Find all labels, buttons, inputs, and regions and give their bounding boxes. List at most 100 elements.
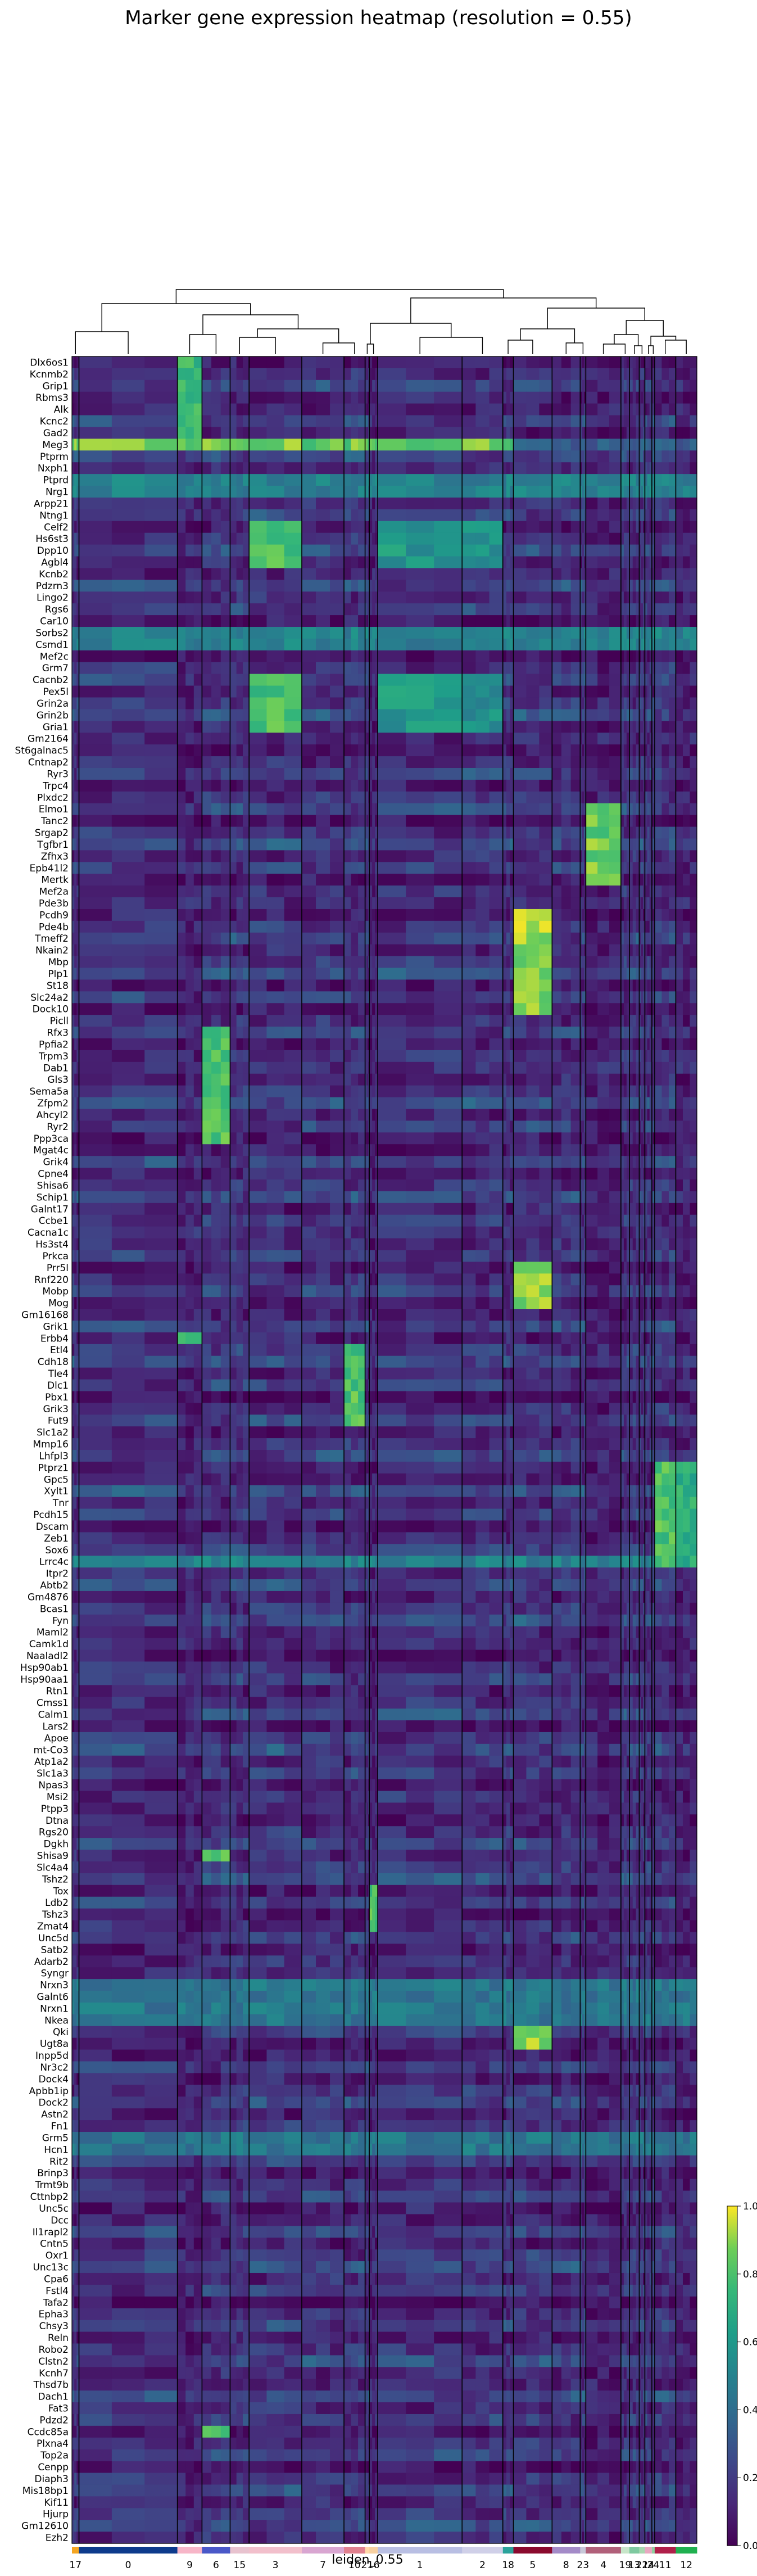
heatmap-cell <box>645 1156 648 1168</box>
heatmap-cell <box>623 379 627 392</box>
heatmap-cell <box>372 497 375 510</box>
heatmap-cell <box>597 885 610 898</box>
heatmap-cell <box>344 1144 352 1156</box>
heatmap-cell <box>629 779 633 792</box>
heatmap-cell <box>202 1156 212 1168</box>
heatmap-cell <box>502 415 507 428</box>
heatmap-cell <box>584 591 586 604</box>
heatmap-cell <box>623 403 627 416</box>
heatmap-cell <box>365 756 367 769</box>
heatmap-cell <box>266 779 285 792</box>
heatmap-cell <box>284 909 302 921</box>
heatmap-cell <box>372 826 375 839</box>
heatmap-cell <box>236 1109 243 1121</box>
heatmap-cell <box>584 944 586 957</box>
heatmap-cell <box>236 968 243 980</box>
heatmap-cell <box>79 944 112 957</box>
heatmap-cell <box>230 1132 237 1145</box>
heatmap-cell <box>643 909 646 921</box>
heatmap-cell <box>552 368 562 381</box>
heatmap-cell <box>406 1027 434 1039</box>
heatmap-cell <box>668 1085 677 1098</box>
heatmap-cell <box>144 403 178 416</box>
heatmap-cell <box>513 580 527 592</box>
heatmap-cell <box>177 909 186 921</box>
heatmap-cell <box>641 1156 643 1168</box>
heatmap-cell <box>111 1027 145 1039</box>
heatmap-cell <box>193 767 202 780</box>
heatmap-cell <box>636 826 640 839</box>
heatmap-cell <box>358 580 366 592</box>
heatmap-cell <box>144 932 178 945</box>
heatmap-cell <box>609 1015 622 1027</box>
heatmap-cell <box>351 615 359 627</box>
heatmap-cell <box>626 662 630 675</box>
heatmap-cell <box>643 580 646 592</box>
heatmap-cell <box>506 779 510 792</box>
heatmap-cell <box>539 368 552 381</box>
heatmap-cell <box>79 391 112 404</box>
heatmap-cell <box>623 1085 627 1098</box>
heatmap-cell <box>510 920 514 933</box>
heatmap-cell <box>284 815 302 828</box>
heatmap-cell <box>365 486 367 498</box>
heatmap-cell <box>510 909 514 921</box>
heatmap-cell <box>584 427 586 439</box>
heatmap-cell <box>639 1156 642 1168</box>
heatmap-cell <box>676 744 683 757</box>
heatmap-cell <box>639 662 642 675</box>
heatmap-cell <box>629 932 633 945</box>
heatmap-cell <box>406 1097 434 1110</box>
heatmap-cell <box>193 439 202 451</box>
heatmap-cell <box>302 874 316 886</box>
heatmap-cell <box>369 744 373 757</box>
heatmap-cell <box>72 709 75 721</box>
heatmap-cell <box>462 979 476 992</box>
heatmap-cell <box>76 767 80 780</box>
heatmap-cell <box>316 627 330 639</box>
heatmap-cell <box>643 379 646 392</box>
heatmap-cell <box>202 885 212 898</box>
heatmap-cell <box>366 767 369 780</box>
heatmap-cell <box>475 697 490 710</box>
heatmap-cell <box>344 497 352 510</box>
heatmap-cell <box>372 474 375 486</box>
heatmap-cell <box>690 368 697 381</box>
heatmap-cell <box>626 1015 630 1027</box>
heatmap-cell <box>651 532 654 545</box>
heatmap-cell <box>506 991 510 1004</box>
heatmap-cell <box>74 779 77 792</box>
heatmap-cell <box>462 767 476 780</box>
heatmap-cell <box>358 379 366 392</box>
heatmap-cell <box>76 897 80 910</box>
heatmap-cell <box>72 439 75 451</box>
heatmap-cell <box>580 662 583 675</box>
heatmap-cell <box>316 803 330 816</box>
heatmap-cell <box>690 450 697 463</box>
heatmap-cell <box>513 1027 527 1039</box>
heatmap-cell <box>513 838 527 851</box>
heatmap-cell <box>316 415 330 428</box>
heatmap-cell <box>76 379 80 392</box>
heatmap-cell <box>639 932 642 945</box>
heatmap-cell <box>434 709 463 721</box>
heatmap-cell <box>526 356 540 369</box>
heatmap-cell <box>76 956 80 969</box>
heatmap-cell <box>358 1027 366 1039</box>
heatmap-cell <box>570 968 581 980</box>
heatmap-cell <box>489 1050 504 1063</box>
heatmap-cell <box>586 1015 598 1027</box>
heatmap-cell <box>597 920 610 933</box>
heatmap-cell <box>506 968 510 980</box>
heatmap-cell <box>570 580 581 592</box>
heatmap-cell <box>620 462 624 474</box>
heatmap-cell <box>462 591 476 604</box>
heatmap-cell <box>79 1003 112 1015</box>
heatmap-cell <box>230 638 237 651</box>
heatmap-cell <box>284 1097 302 1110</box>
heatmap-cell <box>639 356 642 369</box>
heatmap-cell <box>351 709 359 721</box>
heatmap-cell <box>668 486 677 498</box>
heatmap-cell <box>365 1015 367 1027</box>
heatmap-cell <box>636 697 640 710</box>
